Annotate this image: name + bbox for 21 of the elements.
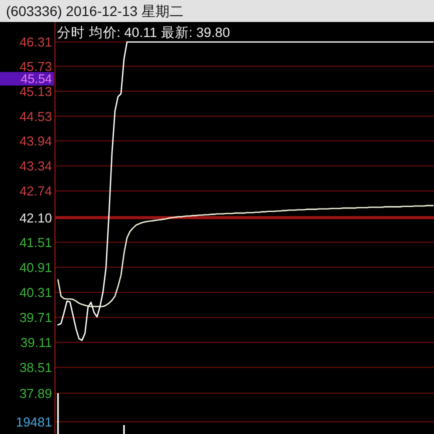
y-tick-label: 45.13 [19, 84, 52, 99]
y-tick-label: 40.31 [19, 284, 52, 300]
text: 19481 [16, 414, 52, 430]
chart-subtitle: 分时 均价: 40.11 最新: 39.80 [57, 25, 230, 40]
line-series [57, 41, 434, 341]
y-tick-label: 37.89 [19, 386, 52, 401]
y-tick-label: 39.71 [19, 310, 52, 325]
y-tick-label: 42.74 [19, 184, 52, 199]
y-tick-label: 38.51 [19, 360, 52, 376]
y-tick-label: 42.10 [19, 210, 52, 226]
y-tick-label: 45.73 [19, 58, 52, 74]
y-tick-label: 43.94 [19, 133, 52, 148]
y-tick-label: 46.31 [19, 34, 52, 50]
chart-title: (603336) 2016-12-13 星期二 [6, 3, 184, 19]
line-series [57, 204, 434, 308]
y-tick-label: 39.11 [20, 335, 52, 350]
text: 45.54 [20, 72, 52, 86]
y-tick-label: 41.51 [19, 234, 52, 250]
y-tick-label: 40.91 [19, 260, 52, 275]
y-tick-label: 44.53 [19, 108, 52, 124]
y-tick-label: 43.34 [19, 158, 52, 174]
